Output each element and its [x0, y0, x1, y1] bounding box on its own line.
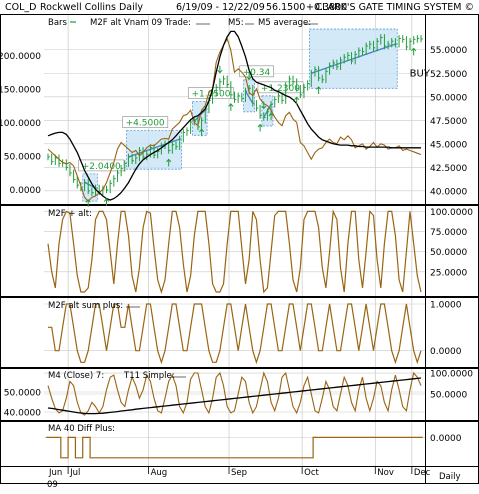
right-tick-label: 47.5000 — [430, 117, 467, 127]
system-title: CLARK'S GATE TIMING SYSTEM © — [315, 2, 474, 13]
buy-arrow-head — [294, 96, 300, 101]
month-label: Jun — [48, 468, 62, 478]
trade-label: +4.5000 — [126, 119, 165, 129]
month-label: Jul — [69, 468, 80, 478]
trade-label: +0.34 — [243, 68, 271, 78]
right-tick-label: 42.5000 — [430, 164, 467, 174]
trade-label-box — [122, 116, 169, 128]
left-tick-label: 50.0000 — [4, 389, 41, 399]
month-label: Dec — [414, 468, 431, 478]
right-tick-label: 1.0000 — [430, 301, 462, 311]
buy-arrow-head — [85, 199, 91, 203]
trade-label-box — [78, 159, 125, 172]
right-tick-label: 25.0000 — [430, 268, 467, 278]
header-layer: COL_D Rockwell Collins Daily 6/19/09 - 1… — [5, 2, 474, 13]
legend-item: M5: — [228, 18, 244, 28]
price-pane: 40.0000 42.5000 45.0000 47.5000 50.0000 52.50… — [0, 18, 467, 207]
symbol-label: COL_D — [5, 2, 36, 13]
trade-label: +2.0400 — [82, 162, 121, 172]
right-tick-label: 55.0000 — [430, 46, 467, 56]
month-label: Oct — [304, 468, 319, 478]
m2f-alt-pane: 25.0000 50.0000 75.0000 100.0000 M2F + alt: — [44, 208, 473, 295]
buy-arrow-head — [199, 128, 205, 133]
m5-line — [47, 37, 422, 203]
x-axis: Jun Jul Aug Sep Oct Nov Dec 09 Daily — [0, 466, 479, 490]
date-range-label: 6/19/09 - 12/22/09 — [176, 2, 265, 13]
left-tick-label: 0.0000 — [10, 186, 42, 196]
company-label: Rockwell Collins Daily — [40, 2, 143, 13]
month-label: Aug — [151, 468, 168, 478]
trade-trend-line — [244, 90, 254, 104]
trade-trend-line — [193, 109, 206, 122]
t11-simple-line — [47, 377, 422, 415]
sell-arrow-head — [261, 105, 267, 110]
right-tick-label: 50.0000 — [430, 93, 467, 103]
m5-average-line — [47, 30, 421, 201]
buy-arrow-head — [166, 158, 172, 163]
m4-close-line — [47, 371, 422, 416]
legend-item: Bars — [48, 18, 68, 28]
buy-arrow-head — [316, 86, 322, 90]
sell-arrow-head — [246, 76, 252, 81]
buy-arrow-head — [228, 103, 234, 107]
m2f-sum-pane: 0.0000 1.0000 M2F alt sum plus: — [44, 301, 462, 365]
month-label: Sep — [231, 468, 247, 478]
trade-label: +1.2300 — [261, 84, 300, 94]
buy-arrow-head — [411, 47, 417, 52]
last-price-label: 56.1500 — [266, 2, 305, 13]
legend-item: T11 Simple: — [123, 371, 175, 381]
sell-arrow-head — [217, 69, 223, 74]
change-label: +0.3800 — [306, 2, 347, 13]
trade-label-box — [239, 65, 274, 78]
pane-5 — [0, 421, 479, 467]
m2f-sum-line — [48, 303, 422, 365]
price-legend: Bars M2F alt Vnam 09 Trade: M5: M5 average: — [48, 18, 318, 28]
pane-frame — [0, 421, 479, 467]
right-tick-label: 100.0000 — [430, 370, 473, 380]
buy-arrow-head — [103, 198, 110, 202]
right-tick-label: 40.0000 — [430, 187, 467, 197]
pane-frame — [0, 297, 479, 368]
right-tick-label: 45.0000 — [430, 140, 467, 150]
left-tick-label: 40.0000 — [4, 409, 41, 419]
pane-title: M2F alt sum plus: — [48, 301, 123, 311]
right-tick-label: 50.0000 — [430, 248, 467, 258]
right-tick-label: 0.0000 — [430, 434, 462, 444]
right-tick-label: 100.0000 — [430, 208, 473, 218]
pane-title: MA 40 Diff Plus: — [48, 424, 115, 434]
trade-trend-line — [311, 43, 396, 74]
legend-item: M5 average: — [258, 18, 311, 28]
right-tick-label: 50.0000 — [430, 391, 467, 401]
left-tick-label: 50.0000 — [4, 152, 41, 162]
m4-pane: 50.0000 100.0000 40.0000 50.0000 M4 (Close) … — [4, 370, 473, 419]
ma40-pane: 0.0000 MA 40 Diff Plus: — [44, 424, 462, 459]
legend-item: M4 (Close) 7: — [48, 371, 104, 381]
left-tick-label: 150.0000 — [0, 85, 41, 95]
period-label: Daily — [439, 472, 461, 482]
ma40-diff-line — [46, 436, 423, 459]
right-tick-label: 0.0000 — [430, 347, 462, 357]
buy-arrow-head — [257, 123, 263, 128]
year-label: 09 — [47, 480, 58, 490]
right-tick-label: 52.5000 — [430, 70, 467, 80]
month-label: Nov — [377, 468, 394, 478]
legend-item: M2F alt Vnam 09 Trade: — [90, 18, 191, 28]
right-tick-label: 75.0000 — [430, 228, 467, 238]
panes-layer: 40.0000 42.5000 45.0000 47.5000 50.0000 52.50… — [0, 14, 479, 490]
buy-arrow-head — [268, 112, 274, 117]
m2f-alt-line — [47, 209, 422, 295]
left-tick-label: 100.0000 — [0, 119, 41, 129]
pane-title: M2F + alt: — [48, 209, 92, 219]
buy-signal-text: BUY — [410, 68, 431, 79]
pane-3 — [0, 297, 479, 368]
left-tick-label: 200.0000 — [0, 52, 41, 62]
